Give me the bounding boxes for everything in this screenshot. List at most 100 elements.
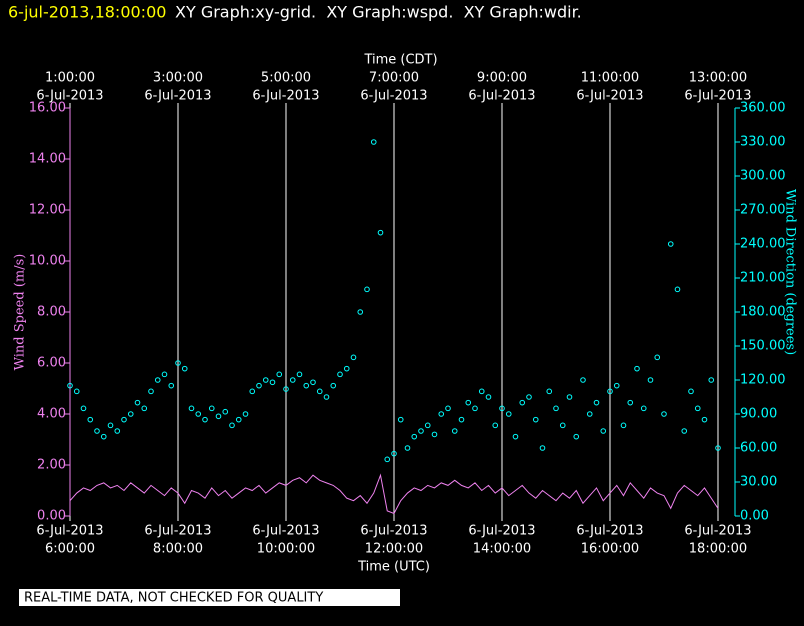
wind-direction-point xyxy=(661,411,667,417)
wind-direction-point xyxy=(607,388,613,395)
x-tick-date: 6-Jul-2013 xyxy=(360,524,427,539)
wind-direction-point xyxy=(694,405,701,412)
wind-direction-point xyxy=(613,382,620,389)
x-tick-date: 6-Jul-2013 xyxy=(144,524,211,539)
y2-tick-label: 30.00 xyxy=(740,475,777,490)
wind-direction-point xyxy=(107,422,114,429)
wind-direction-point xyxy=(431,431,438,438)
wind-direction-point xyxy=(397,416,404,423)
y-tick-label: 12.00 xyxy=(29,203,66,218)
wind-direction-point xyxy=(715,445,721,451)
x-tick-label: 16:00:00 xyxy=(581,542,639,557)
wind-direction-point xyxy=(283,386,289,392)
wind-direction-point xyxy=(593,399,600,406)
wind-direction-point xyxy=(269,379,276,386)
wind-direction-point xyxy=(296,371,303,378)
x2-tick-label: 9:00:00 xyxy=(477,71,527,86)
x-tick-label: 6:00:00 xyxy=(45,542,95,557)
y-tick-label: 14.00 xyxy=(29,152,66,167)
x2-axis-title: Time (CDT) xyxy=(363,53,437,68)
wind-direction-point xyxy=(600,428,607,434)
y-tick-label: 10.00 xyxy=(29,254,66,269)
wind-direction-point xyxy=(708,377,715,383)
y2-tick-label: 330.00 xyxy=(740,135,786,150)
wind-direction-point xyxy=(154,377,161,383)
wind-direction-point xyxy=(215,413,222,420)
wind-direction-point xyxy=(80,405,87,412)
wind-direction-point xyxy=(249,388,256,395)
wind-direction-point xyxy=(73,388,80,395)
y-tick-label: 16.00 xyxy=(29,101,66,116)
wind-direction-point xyxy=(202,416,208,423)
wind-direction-point xyxy=(343,365,350,372)
wind-direction-point xyxy=(654,354,661,361)
wind-direction-point xyxy=(370,139,377,145)
wind-direction-point xyxy=(127,411,134,417)
y2-tick-label: 240.00 xyxy=(740,237,786,252)
wind-speed-line xyxy=(69,473,719,515)
wind-direction-point xyxy=(688,388,694,395)
x-tick-label: 18:00:00 xyxy=(689,542,747,557)
x-tick-label: 8:00:00 xyxy=(153,542,203,557)
wind-direction-point xyxy=(424,422,431,429)
y2-tick-label: 60.00 xyxy=(740,441,777,456)
wind-direction-point xyxy=(229,422,235,429)
wind-direction-point xyxy=(235,416,242,423)
wind-direction-point xyxy=(94,428,100,434)
wind-direction-point xyxy=(161,371,168,378)
wind-direction-point xyxy=(262,377,269,383)
wind-direction-point xyxy=(499,405,505,412)
x-axis-title: Time (UTC) xyxy=(357,560,430,575)
y2-tick-label: 180.00 xyxy=(740,305,786,320)
wind-direction-point xyxy=(492,422,499,429)
x2-tick-date: 6-Jul-2013 xyxy=(684,89,751,104)
wind-direction-point xyxy=(100,433,107,440)
wind-direction-point xyxy=(418,428,424,434)
x-tick-date: 6-Jul-2013 xyxy=(684,524,751,539)
x2-tick-date: 6-Jul-2013 xyxy=(576,89,643,104)
timestamp: 6-jul-2013,18:00:00 xyxy=(8,3,166,22)
wind-direction-point xyxy=(586,411,593,417)
y2-tick-label: 270.00 xyxy=(740,203,786,218)
x-tick-date: 6-Jul-2013 xyxy=(252,524,319,539)
wind-direction-point xyxy=(357,309,364,315)
wind-direction-point xyxy=(539,445,546,451)
wind-direction-point xyxy=(377,229,384,236)
wind-direction-point xyxy=(242,411,249,417)
y-tick-label: 0.00 xyxy=(37,509,66,524)
x2-tick-date: 6-Jul-2013 xyxy=(36,89,103,104)
y2-axis-title: Wind Direction (degrees) xyxy=(783,189,798,355)
wind-direction-point xyxy=(391,450,397,457)
x-tick-label: 10:00:00 xyxy=(257,542,315,557)
wind-direction-point xyxy=(316,388,323,395)
wind-direction-point xyxy=(148,388,154,395)
wind-direction-point xyxy=(404,445,411,451)
wind-direction-point xyxy=(681,428,688,434)
wind-direction-point xyxy=(445,405,451,412)
wind-direction-point xyxy=(323,394,330,400)
wind-direction-point xyxy=(114,428,121,434)
wind-direction-point xyxy=(566,394,573,400)
wind-direction-point xyxy=(350,354,357,361)
wind-direction-point xyxy=(175,360,181,366)
wind-direction-point xyxy=(330,382,337,389)
wind-direction-point xyxy=(512,433,519,440)
x-tick-date: 6-Jul-2013 xyxy=(36,524,103,539)
wind-direction-point xyxy=(256,382,262,389)
x-tick-date: 6-Jul-2013 xyxy=(468,524,535,539)
wind-direction-point xyxy=(87,416,94,423)
wind-direction-point xyxy=(519,399,526,406)
wind-direction-point xyxy=(634,365,640,372)
wind-direction-point xyxy=(701,416,708,423)
wind-direction-point xyxy=(276,371,283,378)
wind-direction-point xyxy=(451,428,458,434)
chart-title: XY Graph:xy-grid. XY Graph:wspd. XY Grap… xyxy=(175,3,582,22)
y2-tick-label: 150.00 xyxy=(740,339,786,354)
wind-direction-point xyxy=(580,377,586,383)
wind-direction-point xyxy=(465,399,472,406)
note-box xyxy=(19,589,400,606)
wind-direction-point xyxy=(222,408,229,415)
wind-direction-point xyxy=(141,405,148,412)
wind-direction-point xyxy=(526,394,532,400)
